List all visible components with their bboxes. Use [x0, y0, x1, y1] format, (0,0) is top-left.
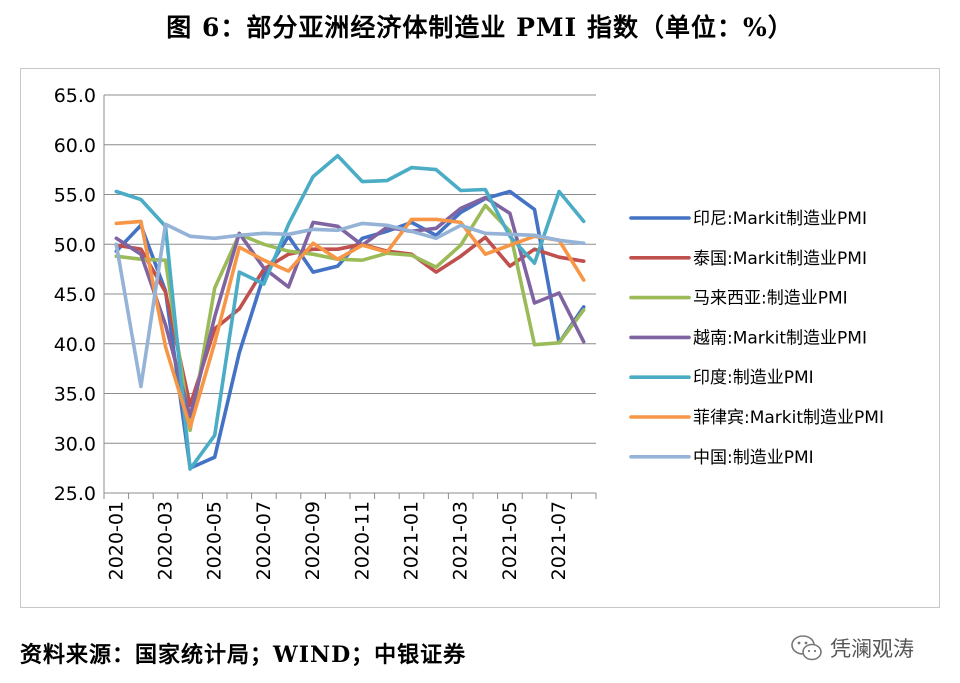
series-line	[114, 195, 586, 419]
x-tick-label: 2021-01	[401, 501, 423, 580]
x-tick-label: 2020-09	[302, 501, 324, 580]
chart-panel	[20, 68, 940, 608]
y-tick-label: 25.0	[54, 483, 96, 505]
x-tick-label: 2021-07	[548, 501, 570, 580]
legend-label: 泰国:Markit制造业PMI	[693, 249, 867, 269]
y-tick-label: 55.0	[54, 185, 96, 207]
x-tick-label: 2021-05	[499, 501, 521, 580]
y-tick-label: 40.0	[54, 334, 96, 356]
x-tick-label: 2020-03	[155, 501, 177, 580]
y-tick-label: 35.0	[54, 384, 96, 406]
x-tick-label: 2021-03	[450, 501, 472, 580]
legend-label: 印尼:Markit制造业PMI	[693, 209, 867, 229]
y-tick-label: 65.0	[54, 85, 96, 107]
chart-title: 图 6：部分亚洲经济体制造业 PMI 指数（单位：%）	[166, 13, 794, 42]
x-tick-label: 2020-07	[253, 501, 275, 580]
legend-label: 马来西亚:制造业PMI	[693, 289, 848, 309]
series-line	[114, 235, 586, 408]
x-tick-label: 2020-05	[204, 501, 226, 580]
y-tick-label: 30.0	[54, 433, 96, 455]
series-line	[114, 153, 586, 471]
watermark-text: 凭澜观涛	[830, 637, 914, 661]
legend-label: 菲律宾:Markit制造业PMI	[693, 408, 884, 428]
wechat-icon	[791, 635, 822, 661]
x-tick-label: 2020-11	[351, 501, 373, 580]
y-tick-label: 45.0	[54, 284, 96, 306]
legend-label: 中国:制造业PMI	[693, 448, 814, 468]
y-tick-label: 50.0	[54, 234, 96, 256]
source-note: 资料来源：国家统计局；WIND；中银证券	[20, 642, 467, 668]
legend-label: 印度:制造业PMI	[693, 368, 814, 388]
watermark: 凭澜观涛	[790, 631, 955, 665]
series-line	[114, 221, 586, 389]
legend-label: 越南:Markit制造业PMI	[693, 328, 867, 348]
y-tick-label: 60.0	[54, 135, 96, 157]
series-line	[114, 217, 586, 430]
x-tick-label: 2020-01	[105, 501, 127, 580]
